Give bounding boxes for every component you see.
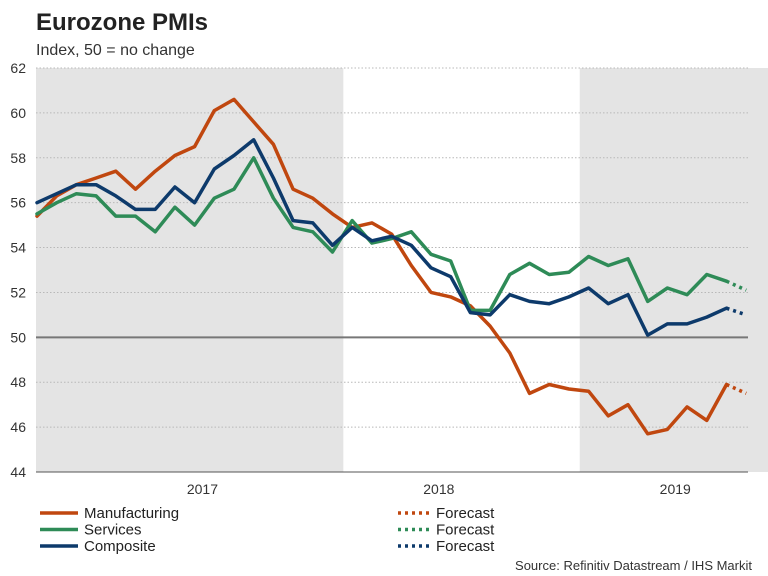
legend-label-composite: Composite: [84, 538, 156, 555]
series-line-services: [35, 156, 729, 313]
legend: Manufacturing Forecast Services Forecast Com…: [40, 505, 495, 555]
x-year-label-2017: 2017: [187, 481, 218, 497]
shade-2019: [579, 68, 768, 472]
shade-2017: [36, 68, 344, 472]
y-axis-ticks: 44 46 48 50 52 54 56 58 60 62: [10, 60, 26, 480]
chart-subtitle: Index, 50 = no change: [36, 42, 195, 59]
y-tick-label-50: 50: [10, 329, 26, 345]
y-tick-label-48: 48: [10, 374, 26, 390]
legend-label-services: Services: [84, 522, 142, 539]
y-tick-label-62: 62: [10, 60, 26, 76]
y-tick-label-58: 58: [10, 150, 26, 166]
source-note: Source: Refinitiv Datastream / IHS Marki…: [515, 558, 752, 573]
y-tick-label-44: 44: [10, 464, 26, 480]
legend-forecast-label-composite: Forecast: [436, 538, 495, 555]
series-line-manufacturing: [35, 97, 729, 436]
y-tick-label-52: 52: [10, 284, 26, 300]
series-lines: [35, 97, 747, 436]
shaded-periods: [36, 68, 768, 472]
y-tick-label-54: 54: [10, 240, 26, 256]
x-axis-year-labels: 2017 2018 2019: [187, 481, 691, 497]
x-year-label-2019: 2019: [660, 481, 691, 497]
x-year-label-2018: 2018: [423, 481, 454, 497]
series-line-composite: [35, 138, 729, 337]
legend-forecast-label-services: Forecast: [436, 522, 495, 539]
chart-title: Eurozone PMIs: [36, 9, 208, 36]
legend-label-manufacturing: Manufacturing: [84, 505, 179, 522]
legend-forecast-label-manufacturing: Forecast: [436, 505, 495, 522]
y-tick-label-46: 46: [10, 419, 26, 435]
y-tick-label-60: 60: [10, 105, 26, 121]
y-tick-label-56: 56: [10, 195, 26, 211]
